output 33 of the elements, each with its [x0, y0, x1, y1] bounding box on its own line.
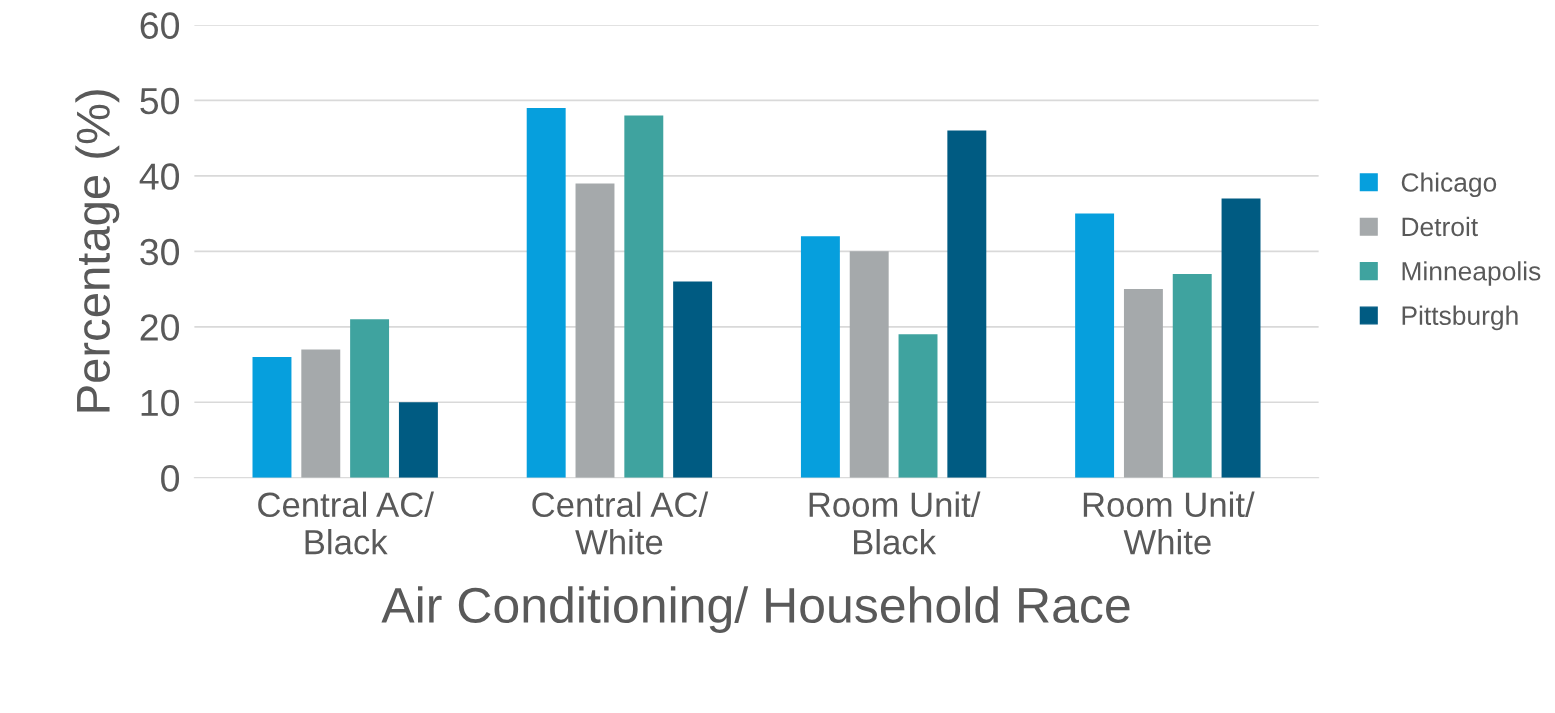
- y-tick-label: 50: [140, 87, 180, 115]
- y-tick-label: 10: [141, 389, 180, 417]
- x-tick-label: Central AC/ White: [532, 491, 709, 555]
- x-tick-label: Central AC/ Black: [258, 491, 434, 555]
- bar: [673, 281, 713, 478]
- bar: [398, 402, 438, 478]
- x-tick-label: Room Unit/ White: [1083, 491, 1255, 555]
- y-tick-label: 60: [140, 12, 180, 39]
- y-tick-label: 20: [140, 314, 180, 341]
- bar: [898, 334, 938, 478]
- bar: [350, 319, 390, 478]
- bar: [1221, 198, 1261, 478]
- bar: [252, 356, 292, 478]
- y-tick-label: 40: [139, 163, 180, 190]
- bar: [624, 115, 664, 478]
- bar: [1123, 289, 1163, 478]
- bar: [947, 130, 987, 478]
- x-axis-title: Air Conditioning/ Household Race: [381, 586, 1130, 633]
- legend-label: Pittsburgh: [1402, 305, 1518, 331]
- x-tick-label: Room Unit/ Black: [809, 491, 981, 555]
- legend-label: Chicago: [1401, 172, 1497, 198]
- legend-label: Minneapolis: [1402, 261, 1541, 286]
- y-tick-label: 30: [140, 238, 180, 266]
- bar: [1172, 273, 1212, 478]
- y-tick-label: 0: [161, 465, 180, 492]
- y-axis-title: Percentage (%): [75, 90, 120, 412]
- legend-label: Detroit: [1402, 216, 1478, 237]
- bar: [849, 251, 889, 478]
- bar: [800, 236, 840, 478]
- bar: [575, 183, 615, 478]
- bar: [1075, 213, 1115, 478]
- bar: [301, 349, 341, 478]
- bar: [526, 107, 566, 478]
